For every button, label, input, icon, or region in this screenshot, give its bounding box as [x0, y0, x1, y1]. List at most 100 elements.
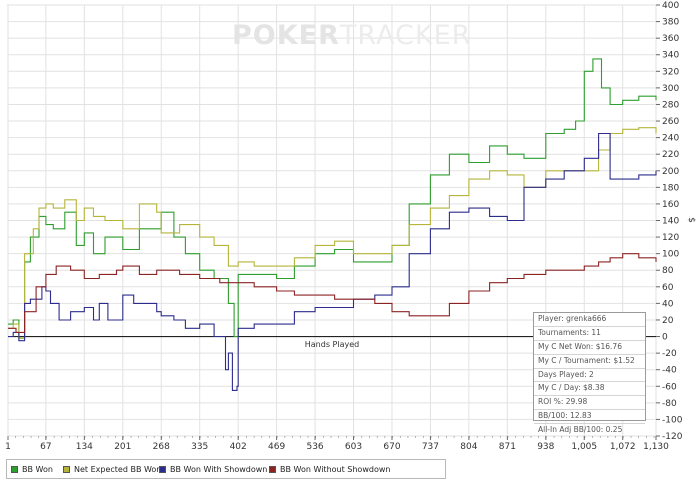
x-tick-label: 1,005	[571, 442, 597, 452]
x-tick-label: 804	[460, 442, 477, 452]
y-tick-label: 40	[662, 299, 674, 309]
stats-value: 0.25	[605, 425, 623, 435]
stats-row: Player: grenka666	[534, 313, 645, 327]
y-tick-label: 180	[662, 183, 679, 193]
x-tick-label: 469	[268, 442, 285, 452]
y-tick-label: 360	[662, 34, 679, 44]
stats-row: My C Net Won: $16.76	[534, 341, 645, 355]
y-tick-label: 380	[662, 18, 679, 28]
legend-label: BB Won With Showdown	[170, 465, 268, 474]
y-tick-label: -120	[662, 432, 683, 442]
stats-value: grenka666	[566, 314, 607, 323]
player-stats-panel: Player: grenka666 Tournaments: 11 My C Net…	[533, 312, 646, 434]
legend: BB Won Net Expected BB Won BB Won With Sho…	[6, 459, 446, 479]
x-tick-label: 938	[537, 442, 554, 452]
legend-label: Net Expected BB Won	[74, 465, 162, 474]
x-tick-label: 536	[306, 442, 323, 452]
stats-row: Tournaments: 11	[534, 327, 645, 341]
legend-label: BB Won	[22, 465, 53, 474]
stats-row: Days Played: 2	[534, 369, 645, 383]
y-tick-label: -20	[662, 349, 677, 359]
stats-value: 12.83	[570, 411, 592, 421]
stats-separator: :	[578, 383, 584, 393]
y-tick-label: 60	[662, 283, 674, 293]
x-tick-label: 1,072	[610, 442, 636, 452]
x-tick-label: 871	[499, 442, 516, 452]
x-tick-label: 737	[422, 442, 439, 452]
legend-swatch	[269, 466, 276, 473]
stats-separator: :	[590, 341, 596, 351]
stats-label: Days Played	[538, 369, 585, 379]
stats-label: My C / Day	[538, 383, 579, 393]
poker-tracker-watermark: POKERTRACKER	[232, 20, 472, 51]
axes: 4003803603403203002802602402202001801601…	[5, 1, 696, 452]
y-tick-label: 240	[662, 134, 679, 144]
stats-value: $1.52	[613, 355, 635, 365]
stats-value: $16.76	[595, 341, 622, 351]
x-axis-label: Hands Played	[305, 340, 359, 349]
x-tick-label: 402	[230, 442, 247, 452]
stats-value: $8.38	[583, 383, 605, 393]
y-tick-label: 300	[662, 84, 679, 94]
y-tick-label: -100	[662, 415, 683, 425]
series-line-1	[8, 58, 657, 339]
y-tick-label: 160	[662, 200, 679, 210]
x-tick-label: 67	[40, 442, 51, 452]
stats-row: My C / Day: $8.38	[534, 382, 645, 397]
y-tick-label: -80	[662, 399, 677, 409]
series-line-4	[8, 253, 657, 333]
y-tick-label: 320	[662, 67, 679, 77]
stats-separator: :	[561, 314, 567, 323]
legend-item[interactable]: BB Won Without Showdown	[269, 465, 390, 474]
y-tick-label: 140	[662, 217, 679, 227]
y-tick-label: 260	[662, 117, 679, 127]
stats-separator: :	[586, 327, 592, 337]
stats-value: 11	[591, 327, 601, 337]
stats-separator: :	[565, 411, 571, 421]
legend-item[interactable]: BB Won With Showdown	[159, 465, 267, 474]
y-tick-label: 220	[662, 150, 679, 160]
stats-label: ROI %	[538, 397, 561, 407]
stats-label: My C Net Won	[538, 341, 591, 351]
y-tick-label: 280	[662, 100, 679, 110]
x-tick-label: 335	[191, 442, 208, 452]
y-tick-label: 0	[662, 333, 668, 343]
legend-item[interactable]: BB Won	[11, 465, 53, 474]
legend-swatch	[159, 466, 166, 473]
y-tick-label: 120	[662, 233, 679, 243]
legend-swatch	[63, 466, 70, 473]
x-tick-label: 268	[153, 442, 170, 452]
stats-separator: :	[560, 397, 566, 407]
y-tick-label: -60	[662, 382, 677, 392]
series-lines	[8, 58, 657, 391]
series-line-3	[8, 132, 657, 391]
legend-item[interactable]: Net Expected BB Won	[63, 465, 161, 474]
x-tick-label: 134	[76, 442, 93, 452]
y-tick-label: 200	[662, 167, 679, 177]
stats-label: All-In Adj BB/100	[538, 425, 601, 435]
stats-label: BB/100	[538, 411, 566, 421]
x-tick-label: 1	[5, 442, 11, 452]
stats-label: My C / Tournament	[538, 355, 609, 365]
stats-row: All-In Adj BB/100: 0.25	[534, 424, 645, 437]
stats-value: 2	[589, 369, 594, 379]
stats-separator: :	[608, 355, 614, 365]
stats-row: ROI %: 29.98	[534, 396, 645, 411]
y-tick-label: 400	[662, 1, 679, 11]
y-tick-label: 340	[662, 51, 679, 61]
x-tick-label: 1,130	[643, 442, 669, 452]
stats-separator: :	[584, 369, 590, 379]
stats-label: Player	[538, 314, 562, 323]
y-axis-label: $	[686, 217, 696, 223]
y-tick-label: 20	[662, 316, 674, 326]
stats-label: Tournaments	[538, 327, 587, 337]
y-tick-label: 80	[662, 266, 674, 276]
legend-swatch	[11, 466, 18, 473]
stats-separator: :	[600, 425, 606, 435]
stats-value: 29.98	[565, 397, 588, 407]
x-tick-label: 201	[114, 442, 131, 452]
x-tick-label: 603	[345, 442, 362, 452]
stats-row: BB/100: 12.83	[534, 410, 645, 425]
